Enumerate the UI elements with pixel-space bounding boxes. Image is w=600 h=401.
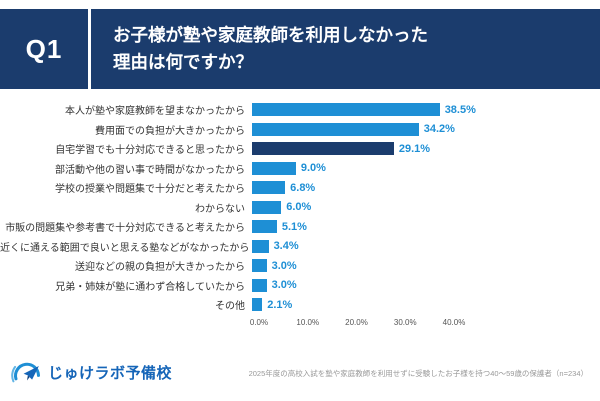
jukelab-logo: じゅけラボ予備校 [10, 355, 172, 389]
bar-label: 送迎などの親の負担が大きかったから [75, 262, 245, 274]
bar [252, 161, 296, 175]
bar-row: 部活動や他の習い事で時間がなかったから 9.0% [0, 159, 600, 179]
bar-value: 6.8% [290, 181, 316, 194]
bar-track: 3.4% [252, 239, 447, 253]
bar-track: 34.2% [252, 122, 455, 136]
bar-label: その他 [215, 301, 245, 313]
bar [252, 220, 277, 234]
x-axis-tick: 40.0% [442, 317, 466, 327]
question-title: お子様が塾や家庭教師を利用しなかった 理由は何ですか？ [91, 9, 600, 89]
bar-row: 自宅学習でも十分対応できると思ったから 29.1% [0, 139, 600, 159]
bar-row: 学校の授業や問題集で十分だと考えたから 6.8% [0, 178, 600, 198]
bar-chart: 本人が塾や家庭教師を望まなかったから 38.5% 費用面での負担が大きかったから… [0, 100, 600, 332]
bar [252, 122, 419, 136]
bar-value: 3.0% [271, 279, 297, 292]
bar-label: 学校の授業や問題集で十分だと考えたから [55, 184, 245, 196]
question-number: Q1 [25, 33, 63, 64]
bar [252, 298, 263, 312]
question-title-line2: 理由は何ですか？ [113, 52, 253, 72]
x-axis: 0.0% 10.0% 20.0% 30.0% 40.0% [250, 317, 465, 332]
bar-track: 3.0% [252, 278, 447, 292]
bar-value: 6.0% [286, 201, 312, 214]
bar [252, 278, 267, 292]
bar-row: その他 2.1% [0, 295, 600, 315]
bar-label: 費用面での負担が大きかったから [95, 125, 245, 137]
bar-track: 2.1% [252, 298, 447, 312]
bar-value: 3.0% [271, 259, 297, 272]
bar-value: 3.4% [273, 240, 299, 253]
bar-label: わからない [195, 203, 245, 215]
x-axis-tick: 0.0% [249, 317, 269, 327]
question-header: Q1 お子様が塾や家庭教師を利用しなかった 理由は何ですか？ [0, 9, 600, 89]
jukelab-logo-icon [11, 362, 41, 383]
bar-row: 本人が塾や家庭教師を望まなかったから 38.5% [0, 100, 600, 120]
survey-footnote: 2025年度の高校入試を塾や家庭教師を利用せずに受験したお子様を持つ40〜59歳… [248, 369, 588, 378]
bar-value: 38.5% [444, 103, 476, 116]
bar [252, 181, 286, 195]
bar [252, 259, 267, 273]
bar-track: 3.0% [252, 259, 447, 273]
bar-value: 29.1% [398, 142, 431, 155]
bar-track: 6.8% [252, 181, 447, 195]
bar-row: わからない 6.0% [0, 198, 600, 218]
bar-value: 2.1% [267, 298, 293, 311]
bar-label: 自宅学習でも十分対応できると思ったから [55, 145, 245, 157]
footer: じゅけラボ予備校 2025年度の高校入試を塾や家庭教師を利用せずに受験したお子様… [0, 349, 600, 391]
bar-row: 市販の問題集や参考書で十分対応できると考えたから 5.1% [0, 217, 600, 237]
bar-label: 近くに通える範囲で良いと思える塾などがなかったから [0, 242, 250, 254]
bar-row: 費用面での負担が大きかったから 34.2% [0, 120, 600, 140]
bar-track: 29.1% [252, 142, 447, 156]
bar-label: 市販の問題集や参考書で十分対応できると考えたから [5, 223, 245, 235]
bar-row: 兄弟・姉妹が塾に通わず合格していたから 3.0% [0, 276, 600, 296]
bar-value: 5.1% [281, 220, 307, 233]
bar-label: 本人が塾や家庭教師を望まなかったから [65, 106, 245, 118]
bar-track: 9.0% [252, 161, 447, 175]
bar-label: 部活動や他の習い事で時間がなかったから [55, 164, 245, 176]
bar-value: 34.2% [423, 123, 455, 136]
bar-value: 9.0% [300, 162, 326, 175]
bar-row: 送迎などの親の負担が大きかったから 3.0% [0, 256, 600, 276]
x-axis-tick: 10.0% [296, 317, 320, 327]
x-axis-tick: 20.0% [345, 317, 368, 327]
jukelab-logo-text: じゅけラボ予備校 [48, 364, 173, 382]
x-axis-tick: 30.0% [393, 317, 417, 327]
bar [252, 239, 269, 253]
bar-track: 6.0% [252, 200, 447, 214]
bar-track: 5.1% [252, 220, 447, 234]
bar-track: 38.5% [252, 103, 476, 117]
bar [252, 103, 440, 117]
bar-row: 近くに通える範囲で良いと思える塾などがなかったから 3.4% [0, 237, 600, 257]
header-divider [88, 9, 91, 89]
bar-label: 兄弟・姉妹が塾に通わず合格していたから [55, 281, 245, 293]
bar [252, 200, 282, 214]
bar-rows: 本人が塾や家庭教師を望まなかったから 38.5% 費用面での負担が大きかったから… [0, 100, 600, 315]
question-title-line1: お子様が塾や家庭教師を利用しなかった [113, 24, 428, 45]
bar [252, 142, 394, 156]
